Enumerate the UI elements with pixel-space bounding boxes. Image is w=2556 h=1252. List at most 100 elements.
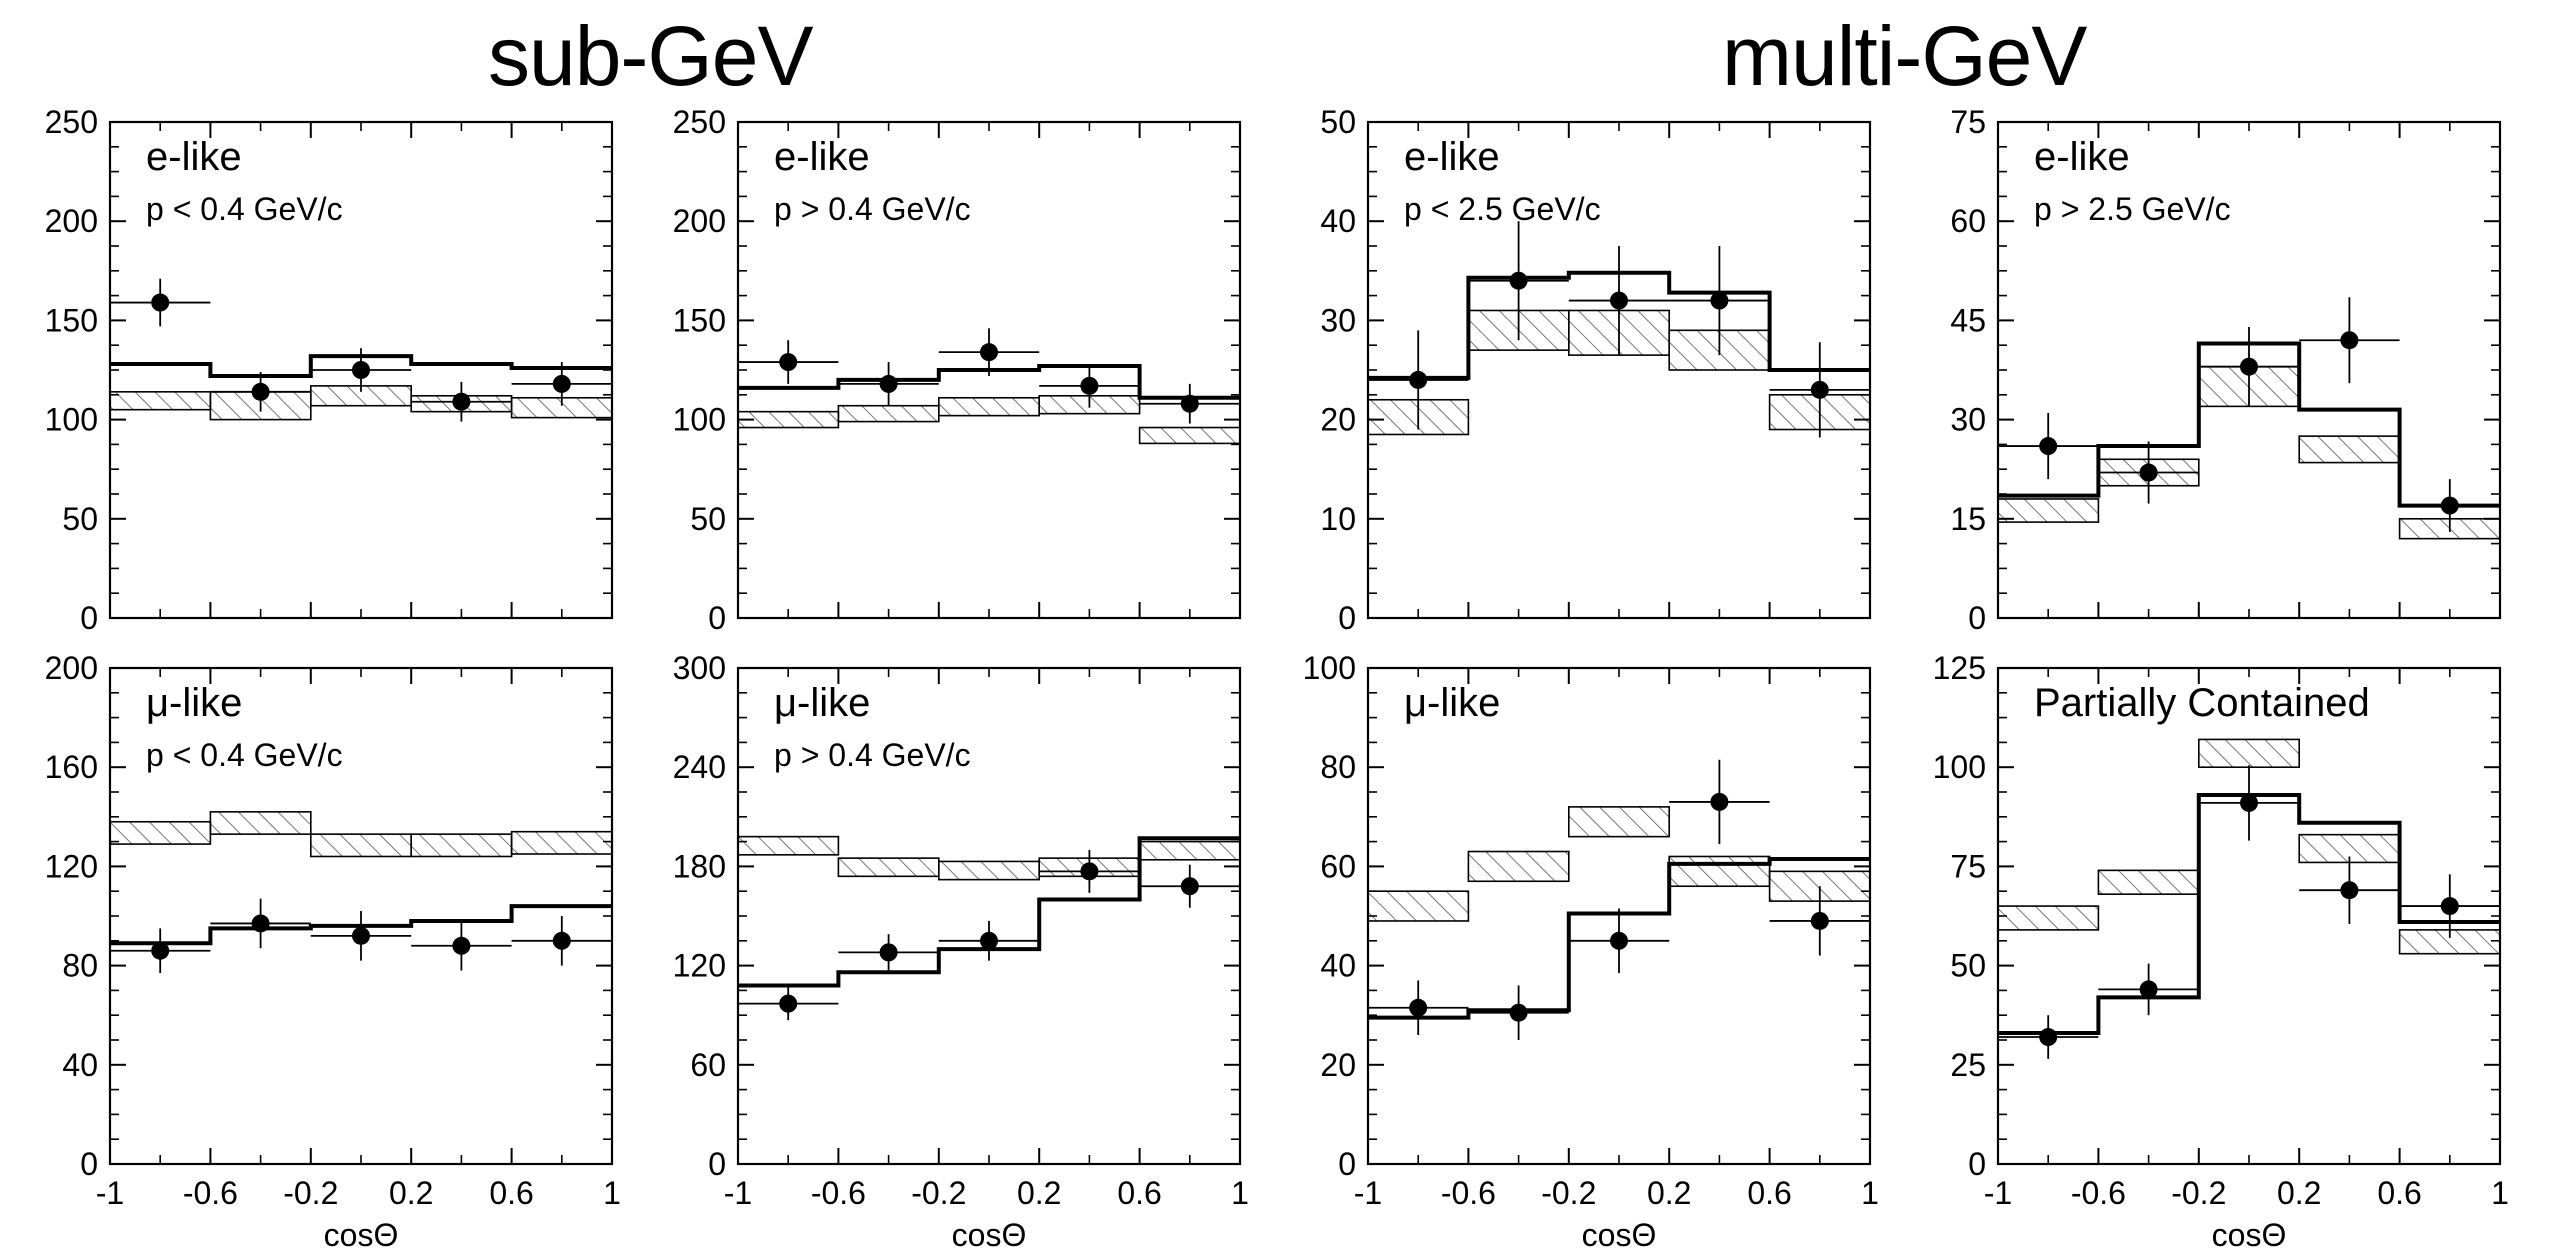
panel-label: μ-like bbox=[774, 681, 870, 725]
data-point bbox=[1509, 1003, 1528, 1022]
y-tick-label: 75 bbox=[1950, 104, 1986, 140]
panel-sublabel: p < 0.4 GeV/c bbox=[146, 191, 343, 227]
data-point bbox=[2039, 1028, 2058, 1047]
plot-area bbox=[110, 811, 612, 974]
data-point bbox=[452, 936, 471, 955]
panel-sublabel: p > 0.4 GeV/c bbox=[774, 737, 971, 773]
data-point bbox=[1509, 271, 1528, 290]
data-point bbox=[1810, 380, 1829, 399]
data-point bbox=[2340, 881, 2359, 900]
y-tick-label: 20 bbox=[1320, 402, 1356, 438]
no-osc-band bbox=[1138, 426, 1240, 445]
no-osc-band bbox=[1668, 855, 1771, 888]
no-osc-band bbox=[837, 857, 940, 878]
x-tick-label: 1 bbox=[2491, 1175, 2509, 1211]
x-axis-label: cosΘ bbox=[324, 1217, 399, 1252]
x-tick-label: -0.6 bbox=[1441, 1175, 1496, 1211]
no-osc-band bbox=[2298, 435, 2401, 464]
no-osc-band bbox=[1568, 806, 1671, 838]
data-point bbox=[1409, 370, 1428, 389]
data-point bbox=[251, 914, 270, 933]
data-point bbox=[779, 994, 798, 1013]
y-tick-label: 150 bbox=[673, 302, 726, 338]
x-tick-label: -0.2 bbox=[1541, 1175, 1596, 1211]
y-tick-label: 40 bbox=[1320, 203, 1356, 239]
y-tick-label: 50 bbox=[62, 501, 98, 537]
y-tick-label: 120 bbox=[673, 948, 726, 984]
data-point bbox=[1180, 394, 1199, 413]
x-tick-label: 0.2 bbox=[1017, 1175, 1061, 1211]
data-point bbox=[980, 343, 998, 362]
y-tick-label: 180 bbox=[673, 848, 726, 884]
panel-1: 0 50 100 150 200 250 e-like p < 0.4 GeV/c bbox=[45, 104, 614, 636]
y-tick-label: 240 bbox=[673, 749, 726, 785]
y-tick-label: 300 bbox=[673, 650, 726, 686]
y-tick-label: 0 bbox=[1968, 1146, 1986, 1182]
data-point bbox=[552, 931, 571, 950]
data-point bbox=[1710, 291, 1729, 310]
data-point bbox=[2440, 496, 2459, 515]
y-tick-label: 0 bbox=[1968, 600, 1986, 636]
data-point bbox=[879, 374, 898, 393]
y-tick-label: 0 bbox=[1338, 600, 1356, 636]
no-osc-band bbox=[1998, 905, 2100, 931]
y-tick-label: 160 bbox=[45, 749, 98, 785]
plot-area bbox=[1998, 738, 2500, 1059]
x-tick-label: -1 bbox=[1984, 1175, 2012, 1211]
panel-label: μ-like bbox=[1404, 681, 1500, 725]
data-point bbox=[1080, 376, 1099, 395]
panel-label: e-like bbox=[1404, 135, 1500, 179]
y-tick-label: 50 bbox=[1950, 948, 1986, 984]
data-point bbox=[1710, 792, 1729, 811]
no-osc-band bbox=[410, 833, 513, 858]
no-osc-band bbox=[937, 860, 1040, 881]
x-tick-label: -0.2 bbox=[2171, 1175, 2226, 1211]
plot-area bbox=[1368, 221, 1870, 438]
data-point bbox=[552, 374, 571, 393]
y-tick-label: 0 bbox=[80, 1146, 98, 1182]
x-tick-label: 1 bbox=[1861, 1175, 1879, 1211]
data-point bbox=[1610, 291, 1628, 310]
x-axis-label: cosΘ bbox=[952, 1217, 1027, 1252]
panel-3: 0 10 20 30 40 50 e-like p < 2.5 GeV/c bbox=[1320, 104, 1872, 636]
y-tick-label: 100 bbox=[45, 402, 98, 438]
x-tick-label: -0.2 bbox=[283, 1175, 338, 1211]
data-point bbox=[2240, 357, 2258, 376]
x-tick-label: 0.2 bbox=[2277, 1175, 2321, 1211]
y-tick-label: 50 bbox=[690, 501, 726, 537]
data-point bbox=[2340, 331, 2359, 350]
data-point bbox=[2139, 463, 2158, 482]
x-tick-label: 0.6 bbox=[489, 1175, 533, 1211]
no-osc-band bbox=[837, 404, 940, 423]
plot-area bbox=[738, 835, 1240, 1021]
y-tick-label: 150 bbox=[45, 302, 98, 338]
y-tick-label: 125 bbox=[1933, 650, 1986, 686]
y-tick-label: 60 bbox=[690, 1047, 726, 1083]
y-tick-label: 0 bbox=[1338, 1146, 1356, 1182]
panel-2: 0 50 100 150 200 250 e-like p > 0.4 GeV/c bbox=[673, 104, 1242, 636]
no-osc-band bbox=[1138, 840, 1240, 861]
x-tick-label: 0.6 bbox=[2377, 1175, 2421, 1211]
y-tick-label: 120 bbox=[45, 848, 98, 884]
x-tick-label: -0.6 bbox=[2071, 1175, 2126, 1211]
plot-area bbox=[1368, 759, 1870, 1040]
panel-sublabel: p < 0.4 GeV/c bbox=[146, 737, 343, 773]
panel-sublabel: p < 2.5 GeV/c bbox=[1404, 191, 1601, 227]
y-tick-label: 50 bbox=[1320, 104, 1356, 140]
x-tick-label: 1 bbox=[1231, 1175, 1249, 1211]
y-tick-label: 0 bbox=[80, 600, 98, 636]
multi-gev-title: multi-GeV bbox=[1722, 9, 2087, 103]
y-tick-label: 80 bbox=[1320, 749, 1356, 785]
data-point bbox=[452, 392, 471, 411]
panel-6: 0 60 120 180 240 300 -1 -0.6 -0.2 0.2 0.6 1 cosΘ μ-li… bbox=[673, 650, 1249, 1252]
plot-area bbox=[738, 328, 1240, 445]
y-tick-label: 30 bbox=[1320, 302, 1356, 338]
y-tick-label: 60 bbox=[1320, 848, 1356, 884]
y-tick-label: 0 bbox=[708, 600, 726, 636]
x-axis-label: cosΘ bbox=[2212, 1217, 2287, 1252]
no-osc-band bbox=[738, 835, 840, 856]
data-point bbox=[1180, 877, 1199, 896]
panel-sublabel: p > 0.4 GeV/c bbox=[774, 191, 971, 227]
no-osc-band bbox=[1368, 890, 1470, 922]
